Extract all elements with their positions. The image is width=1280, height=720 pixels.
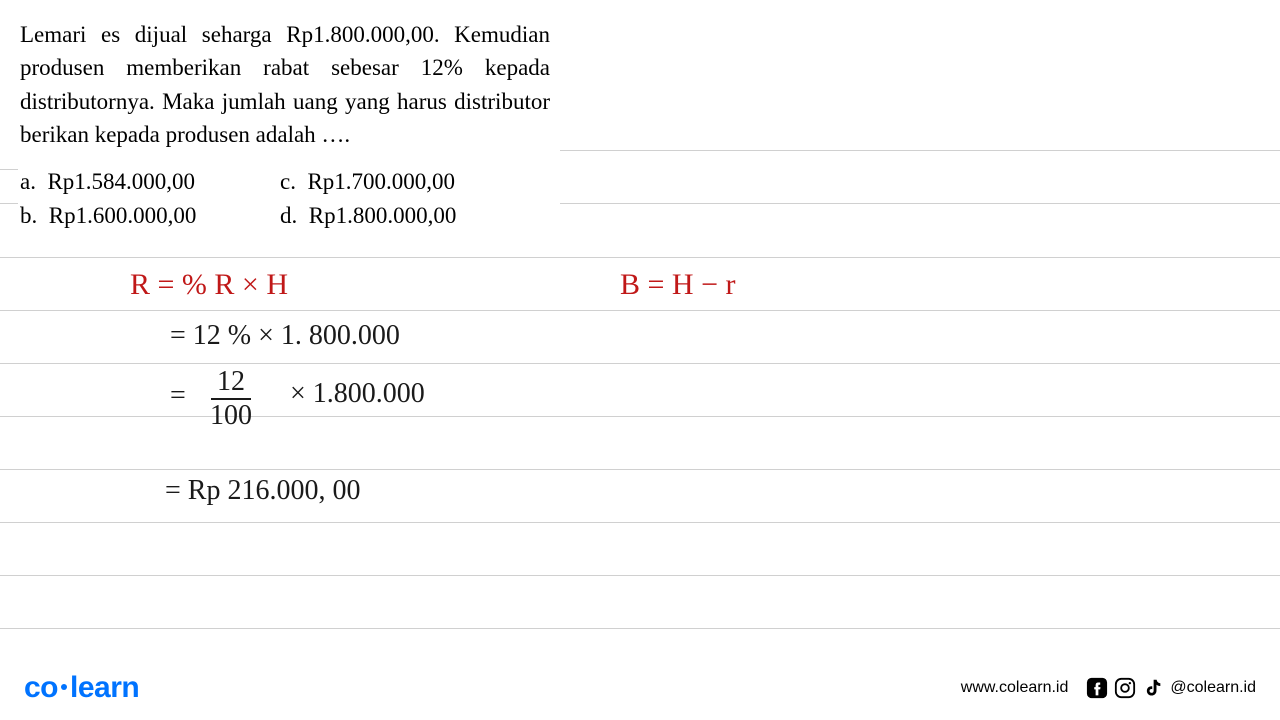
work-line-1-right: B = H − r	[620, 268, 736, 302]
ruled-line	[0, 416, 1280, 417]
tiktok-icon	[1142, 677, 1164, 699]
footer-right: www.colearn.id @colearn.id	[961, 677, 1256, 699]
question-text: Lemari es dijual seharga Rp1.800.000,00.…	[0, 0, 570, 161]
logo-dot-icon	[61, 684, 67, 690]
logo-part-2: learn	[70, 671, 139, 704]
work-line-4: = Rp 216.000, 00	[165, 475, 360, 507]
instagram-icon	[1114, 677, 1136, 699]
work-line-3-rest: × 1.800.000	[290, 378, 425, 410]
ruled-line	[560, 150, 1280, 151]
logo-part-1: co	[24, 671, 58, 704]
ruled-line	[0, 575, 1280, 576]
ruled-line	[560, 203, 1280, 204]
ruled-line	[0, 469, 1280, 470]
fraction-numerator: 12	[211, 368, 251, 400]
work-line-3-eq: =	[170, 380, 186, 412]
logo: colearn	[24, 671, 139, 705]
work-line-1-left: R = % R × H	[130, 268, 288, 302]
ruled-line	[0, 257, 1280, 258]
ruled-line	[0, 203, 18, 204]
ruled-paper-area	[0, 150, 1280, 656]
ruled-line	[0, 363, 1280, 364]
ruled-line	[0, 522, 1280, 523]
footer-handle: @colearn.id	[1170, 679, 1256, 697]
footer-url: www.colearn.id	[961, 679, 1069, 697]
work-line-2: = 12 % × 1. 800.000	[170, 320, 400, 352]
ruled-line	[0, 628, 1280, 629]
fraction-denominator: 100	[210, 400, 252, 430]
work-line-3-fraction: 12 100	[210, 368, 252, 430]
ruled-line	[0, 169, 18, 170]
footer: colearn www.colearn.id @colearn.id	[0, 656, 1280, 720]
social-icons-group: @colearn.id	[1086, 677, 1256, 699]
facebook-icon	[1086, 677, 1108, 699]
ruled-line	[0, 310, 1280, 311]
